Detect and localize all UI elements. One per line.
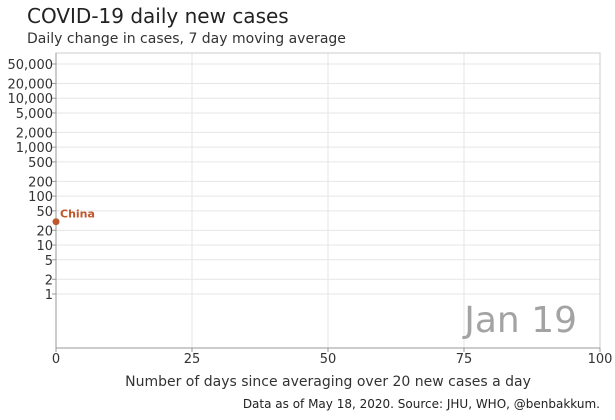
source-note: Data as of May 18, 2020. Source: JHU, WH… <box>243 397 600 411</box>
series-layer: China <box>52 208 95 226</box>
y-tick-label: 1,000 <box>16 141 53 156</box>
y-tick-label: 5 <box>45 254 53 269</box>
chart-title: COVID-19 daily new cases <box>27 4 289 28</box>
x-axis-label: Number of days since averaging over 20 n… <box>125 374 531 390</box>
x-tick-label: 100 <box>588 352 613 367</box>
y-tick-label: 5,000 <box>16 107 53 122</box>
y-tick-label: 10,000 <box>8 92 54 107</box>
x-tick-label: 25 <box>184 352 201 367</box>
date-label: Jan 19 <box>462 300 577 341</box>
series-label-china: China <box>60 208 95 221</box>
y-tick-label: 20 <box>36 224 53 239</box>
chart-subtitle: Daily change in cases, 7 day moving aver… <box>27 31 346 47</box>
y-tick-label: 50 <box>36 205 53 220</box>
y-tick-label: 200 <box>28 175 53 190</box>
y-tick-label: 10 <box>36 239 53 254</box>
y-tick-label: 500 <box>28 156 53 171</box>
data-point-china <box>52 218 60 226</box>
y-tick-label: 2,000 <box>16 126 53 141</box>
y-tick-label: 2 <box>45 273 53 288</box>
y-tick-label: 100 <box>28 190 53 205</box>
x-tick-label: 75 <box>456 352 473 367</box>
x-tick-label: 50 <box>320 352 337 367</box>
x-tick-label: 0 <box>52 352 60 367</box>
y-tick-label: 20,000 <box>8 77 54 92</box>
y-tick-label: 1 <box>45 288 53 303</box>
y-tick-label: 50,000 <box>8 58 54 73</box>
x-axis-ticks: 0 25 50 75 100 <box>52 348 613 367</box>
